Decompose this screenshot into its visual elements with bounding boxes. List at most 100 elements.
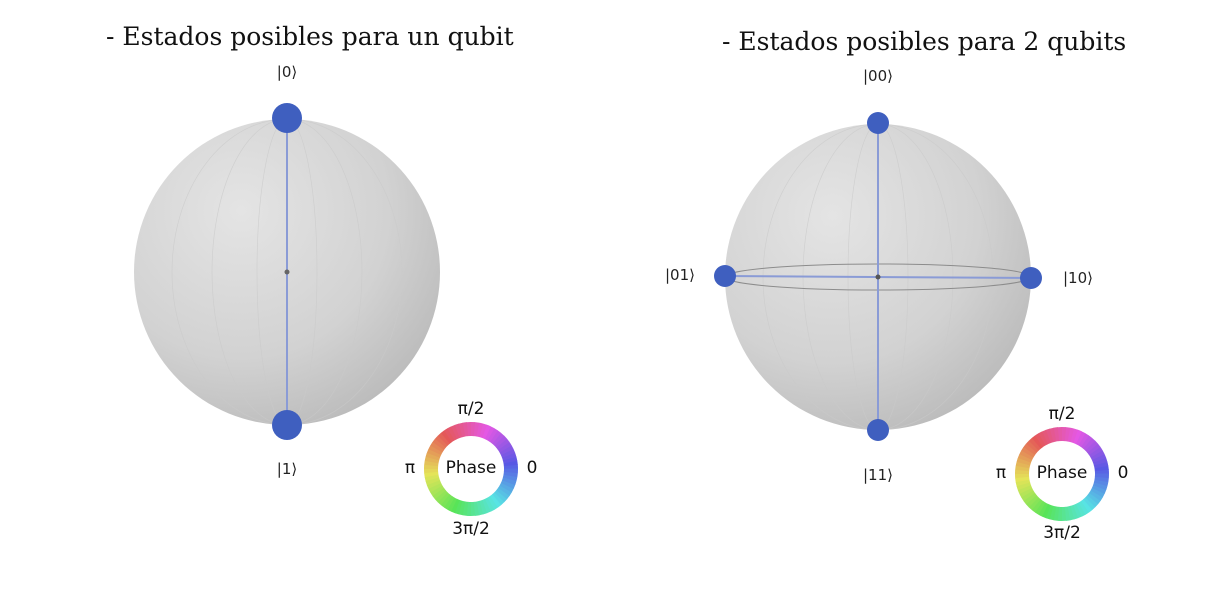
phase-label-three-pi-half: 3π/2: [1043, 523, 1081, 543]
phase-wheel-segment: [1042, 503, 1052, 519]
phase-wheel-segment: [424, 456, 440, 464]
phase-wheel-segment: [1078, 433, 1089, 447]
phase-wheel-segment: [499, 445, 514, 456]
phase-wheel-segment: [466, 501, 472, 516]
phase-wheel-segment: [1088, 446, 1103, 458]
phase-wheel-segment: [497, 441, 512, 453]
phase-wheel-segment: [1094, 476, 1109, 483]
phase-wheel-segment: [1093, 482, 1108, 491]
phase-wheel-segment: [492, 492, 505, 506]
phase-wheel-segment: [1094, 473, 1110, 479]
ket-label-1: |1⟩: [276, 460, 298, 478]
phase-wheel-segment: [424, 460, 439, 467]
phase-wheel-segment: [1016, 457, 1031, 466]
phase-wheel-center-label: Phase: [1036, 463, 1088, 483]
phase-wheel-segment: [1017, 485, 1033, 495]
phase-wheel-segment: [1015, 469, 1030, 475]
phase-wheel-segment: [479, 499, 488, 515]
phase-wheel-segment: [1085, 440, 1099, 453]
phase-wheel-segment: [1053, 506, 1060, 521]
phase-wheel-segment: [473, 501, 480, 516]
state-dot-0: [272, 103, 302, 133]
phase-wheel-segment: [1091, 484, 1107, 494]
phase-wheel-segment: [426, 449, 442, 459]
phase-wheel-segment: [1089, 490, 1103, 501]
phase-label-pi-half: π/2: [457, 399, 485, 419]
phase-wheel-segment: [1025, 495, 1039, 508]
phase-wheel-segment: [487, 495, 499, 510]
phase-wheel-segment: [450, 424, 460, 440]
ket-label-01: |01⟩: [665, 266, 695, 284]
state-dot-1: [272, 410, 302, 440]
phase-wheel-segment: [1083, 497, 1096, 511]
state-dot-01: [714, 265, 736, 287]
phase-wheel-segment: [487, 428, 498, 442]
panel-title-two-qubits: - Estados posibles para 2 qubits: [722, 27, 1127, 56]
phase-wheel-segment: [1072, 429, 1082, 445]
phase-wheel-segment: [1073, 503, 1083, 519]
phase-wheel-segment: [1080, 435, 1093, 449]
phase-wheel-segment: [1019, 450, 1034, 461]
phase-wheel-segment: [502, 477, 517, 486]
phase-wheel-segment: [1015, 479, 1031, 487]
phase-wheel-segment: [1092, 457, 1108, 466]
phase-label-zero: 0: [526, 458, 538, 478]
phase-wheel-segment: [473, 422, 480, 437]
phase-wheel-segment: [430, 485, 445, 497]
phase-wheel-segment: [426, 480, 442, 490]
phase-wheel-segment: [1045, 428, 1054, 444]
phase-wheel-segment: [462, 501, 469, 516]
phase-wheel-segment: [1070, 428, 1079, 443]
phase-label-pi: π: [995, 463, 1007, 483]
phase-wheel-segment: [1035, 501, 1046, 515]
phase-wheel-two-qubits: [1015, 426, 1110, 521]
phase-wheel-segment: [430, 442, 444, 453]
phase-wheel-segment: [440, 494, 453, 508]
phase-wheel-segment: [489, 494, 502, 508]
phase-wheel-segment: [502, 474, 518, 482]
phase-wheel-segment: [1021, 447, 1035, 458]
phase-wheel-center-label: Phase: [445, 458, 497, 478]
phase-wheel-segment: [444, 496, 455, 510]
phase-wheel-segment: [1078, 500, 1090, 515]
phase-wheel-segment: [458, 422, 466, 438]
phase-wheel-segment: [432, 487, 446, 500]
phase-wheel-segment: [496, 438, 510, 451]
phase-wheel-segment: [462, 422, 469, 437]
phase-wheel-segment: [1016, 482, 1032, 491]
phase-wheel-segment: [1067, 505, 1075, 521]
phase-wheel-segment: [1015, 465, 1030, 472]
phase-wheel-segment: [494, 489, 508, 503]
phase-wheel-segment: [458, 500, 466, 516]
phase-wheel-segment: [1070, 504, 1079, 520]
phase-wheel-segment: [424, 474, 440, 482]
phase-wheel-segment: [434, 435, 448, 449]
phase-wheel-segment: [1049, 505, 1057, 521]
phase-wheel-segment: [1090, 450, 1105, 461]
phase-wheel-segment: [491, 432, 505, 446]
phase-wheel-segment: [447, 426, 458, 441]
phase-wheel-segment: [1049, 427, 1057, 443]
phase-wheel-segment: [437, 432, 450, 446]
phase-wheel-segment: [1015, 461, 1031, 469]
phase-wheel-segment: [1075, 502, 1086, 517]
phase-wheel-segment: [1023, 443, 1037, 456]
ket-label-11: |11⟩: [863, 466, 893, 484]
state-dot-00: [867, 112, 889, 134]
phase-wheel-segment: [500, 479, 516, 489]
phase-wheel-segment: [501, 452, 517, 461]
phase-wheel-segment: [1085, 494, 1099, 508]
ket-label-0: |0⟩: [276, 63, 298, 81]
phase-wheel-segment: [1090, 487, 1105, 498]
phase-wheel-segment: [484, 497, 495, 512]
phase-wheel-segment: [1080, 499, 1093, 513]
phase-wheel-segment: [484, 426, 495, 441]
phase-wheel-segment: [481, 424, 491, 440]
qsphere-two-qubits: [714, 112, 1042, 441]
phase-wheel-segment: [454, 423, 463, 439]
phase-wheel-segment: [1053, 427, 1060, 442]
phase-wheel-segment: [1093, 479, 1109, 487]
phase-wheel-segment: [503, 468, 518, 474]
phase-wheel-segment: [432, 438, 446, 451]
phase-wheel-segment: [428, 445, 443, 456]
